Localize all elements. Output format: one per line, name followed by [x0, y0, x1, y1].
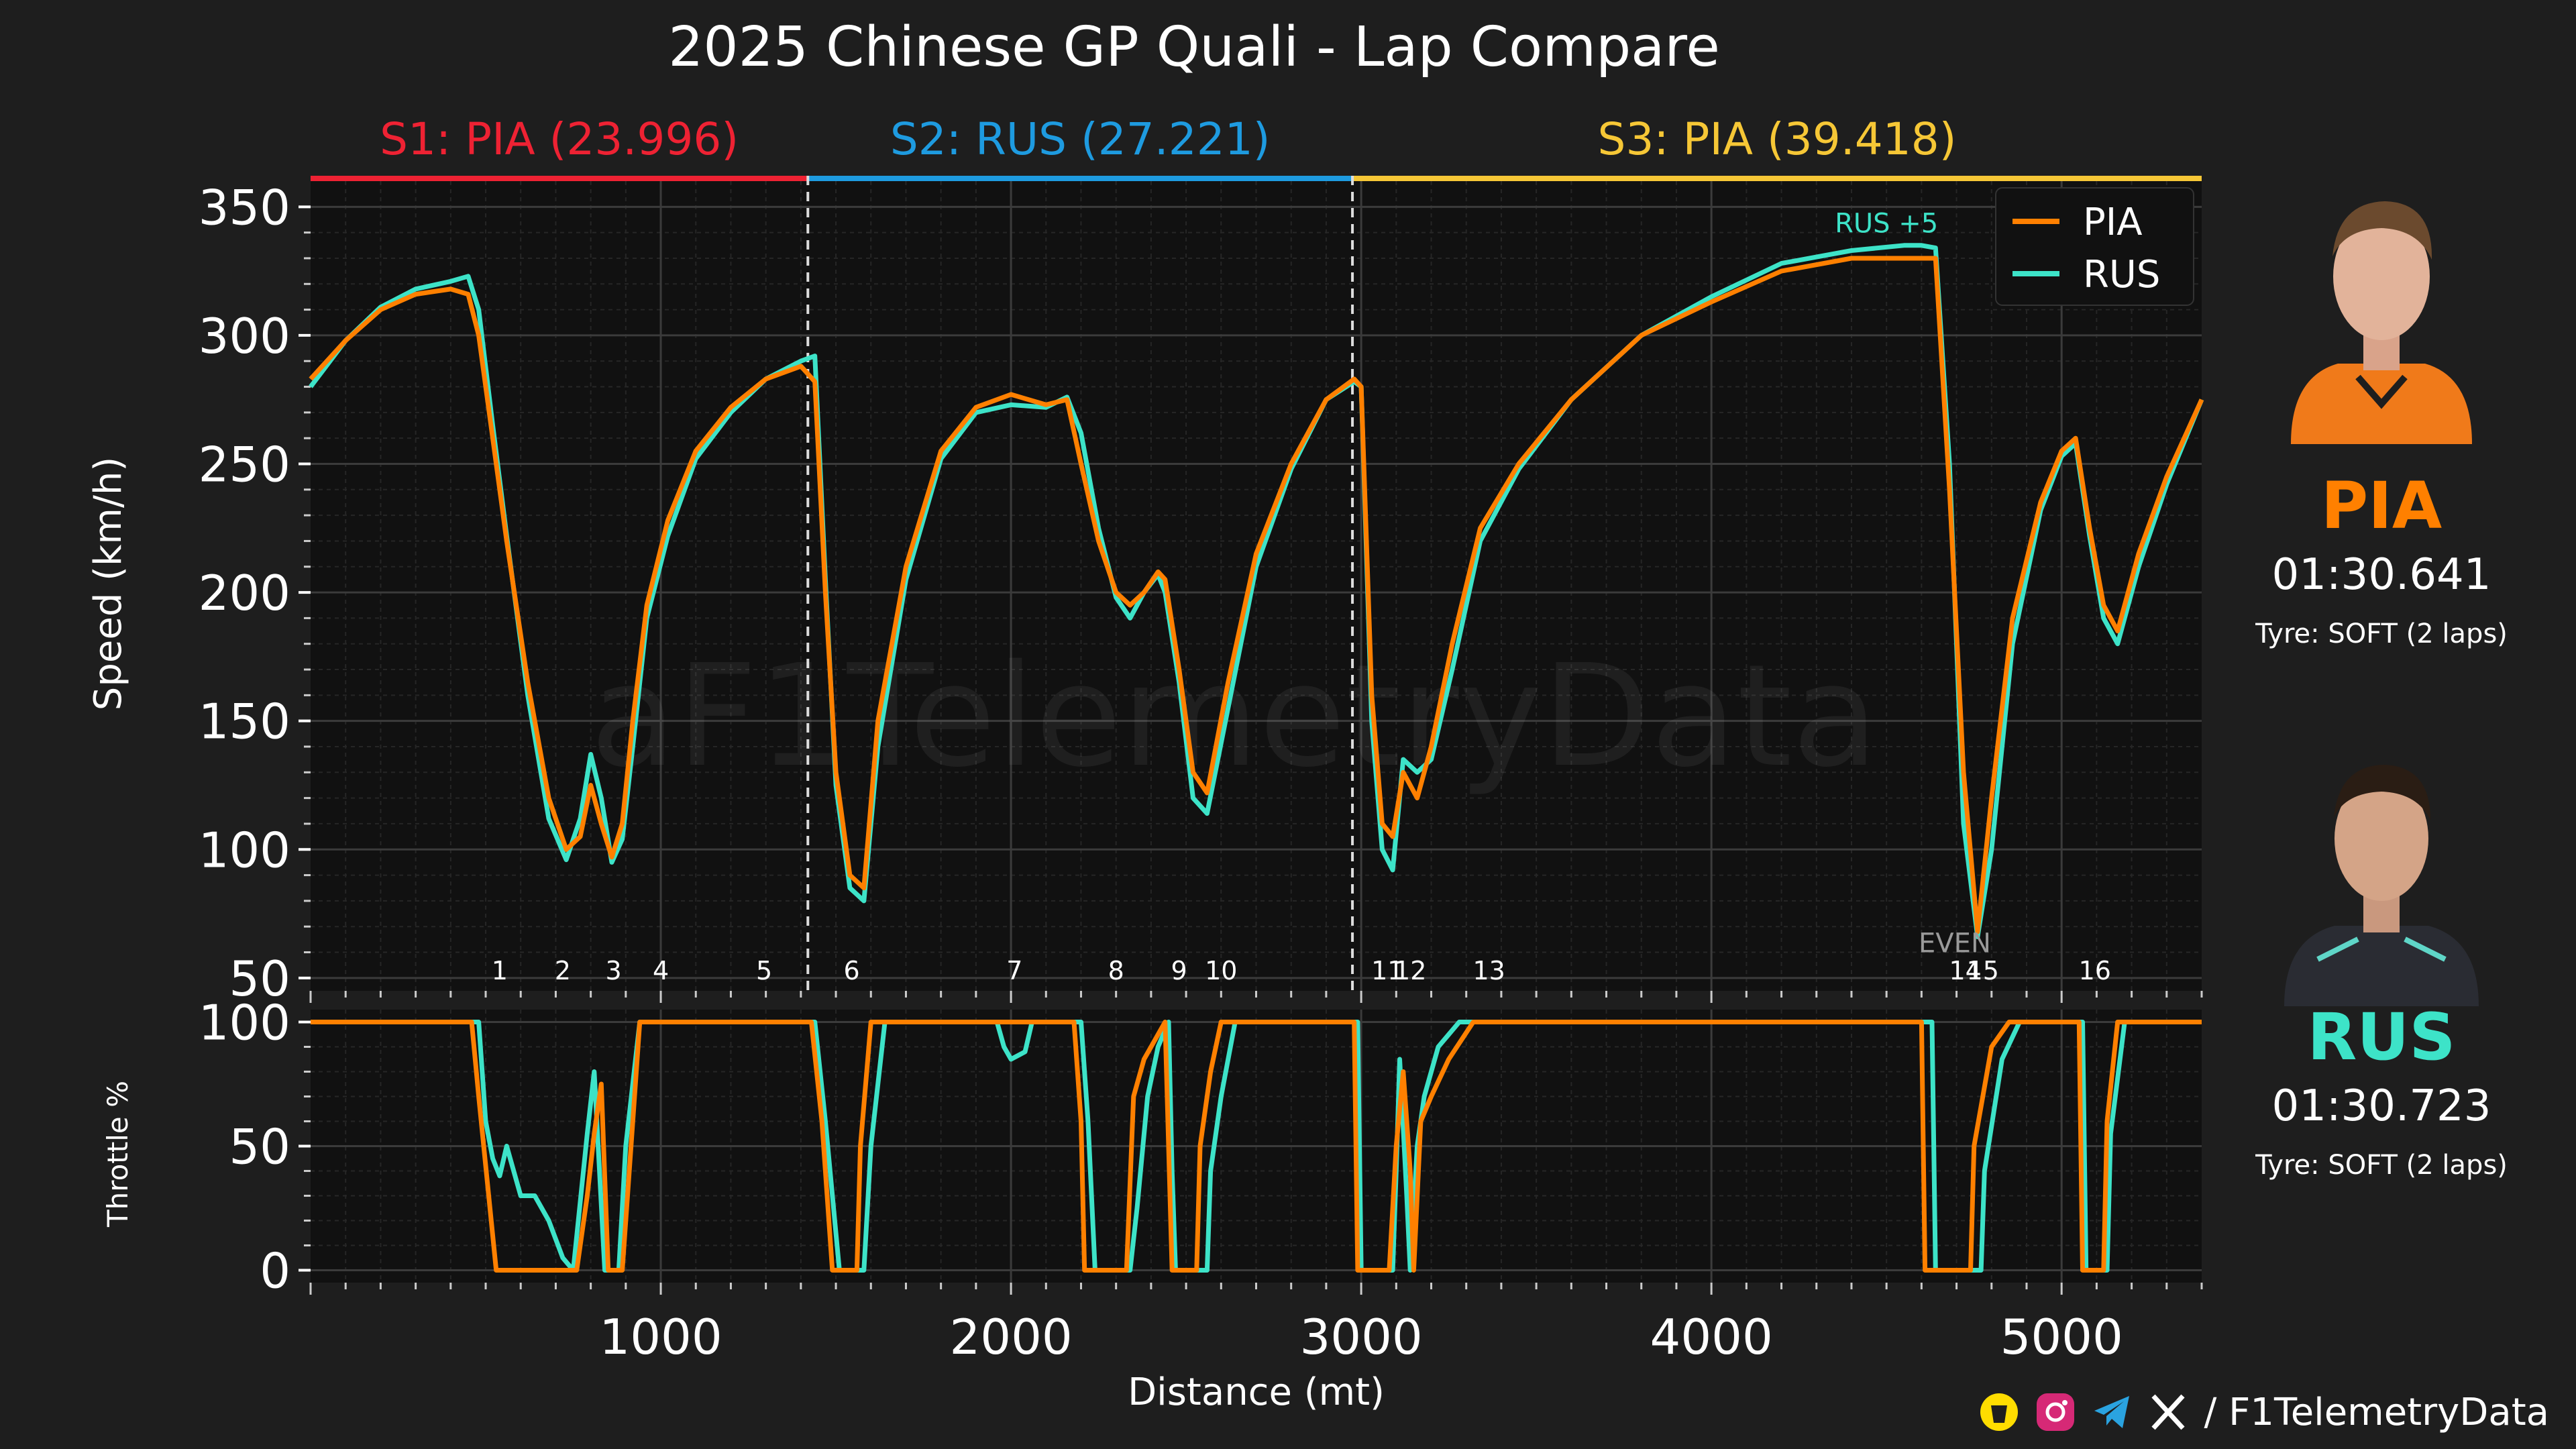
sector-bars: S1: PIA (23.996) S2: RUS (27.221) S3: PIA … [311, 113, 2202, 189]
sector-label-1: S1: PIA (23.996) [380, 113, 739, 165]
legend: PIA RUS [1995, 187, 2194, 306]
corner-label: 11 [1371, 956, 1403, 985]
x-icon[interactable] [2148, 1392, 2188, 1432]
driver-card-rus: RUS 01:30.723 Tyre: SOFT (2 laps) [2254, 738, 2509, 1181]
y-tick-label: 50 [229, 951, 290, 1007]
x-axis-label: Distance (mt) [1128, 1371, 1385, 1414]
x-tick-label: 1000 [599, 1309, 722, 1365]
corner-label: 3 [605, 956, 621, 985]
rus-portrait [2277, 738, 2485, 1006]
x-tick-label: 3000 [1299, 1309, 1422, 1365]
x-tick-label: 2000 [949, 1309, 1072, 1365]
corner-label: 6 [843, 956, 859, 985]
corner-label: 2 [555, 956, 571, 985]
legend-label-pia: PIA [2083, 201, 2143, 244]
corner-label: 4 [653, 956, 669, 985]
rus-time: 01:30.723 [2271, 1081, 2491, 1131]
throttle-y-label: Throttle % [101, 1081, 134, 1228]
series-line-pia [309, 256, 2204, 934]
pia-portrait [2277, 176, 2485, 444]
sector-label-3: S3: PIA (39.418) [1598, 113, 1957, 165]
pia-code: PIA [2320, 468, 2443, 543]
speed-y-label: Speed (km/h) [87, 457, 130, 710]
corner-label: 16 [2079, 956, 2111, 985]
corner-label: 14 [1949, 956, 1981, 985]
footer-handle: / F1TelemetryData [2204, 1390, 2550, 1434]
y-tick-label: 200 [199, 565, 290, 621]
coffee-icon[interactable] [1979, 1392, 2019, 1432]
chart-title: 2025 Chinese GP Quali - Lap Compare [668, 15, 1720, 79]
y-tick-label: 100 [199, 995, 290, 1051]
pia-tyre: Tyre: SOFT (2 laps) [2255, 619, 2508, 649]
y-tick-label: 350 [199, 179, 290, 235]
corner-label: 7 [1006, 956, 1022, 985]
rus-tyre: Tyre: SOFT (2 laps) [2255, 1150, 2508, 1181]
sector-label-2: S2: RUS (27.221) [890, 113, 1271, 165]
throttle-panel: 0 50 100 1000 2000 3000 4000 5000 Distance (mt) T… [101, 995, 2203, 1414]
y-tick-label: 250 [199, 436, 290, 492]
annotation-1: RUS +5 [1835, 209, 1938, 239]
instagram-icon[interactable] [2035, 1392, 2076, 1432]
y-tick-label: 150 [199, 694, 290, 750]
footer: / F1TelemetryData [1979, 1389, 2550, 1436]
corner-label: 13 [1472, 956, 1505, 985]
telegram-icon[interactable] [2092, 1392, 2132, 1432]
y-tick-label: 0 [260, 1243, 290, 1299]
corner-label: 10 [1205, 956, 1237, 985]
series-line-pia [311, 1020, 2202, 1273]
driver-card-pia: PIA 01:30.641 Tyre: SOFT (2 laps) [2254, 176, 2509, 649]
rus-code: RUS [2307, 1000, 2456, 1075]
corner-label: 8 [1108, 956, 1124, 985]
corner-label: 9 [1171, 956, 1187, 985]
y-tick-label: 300 [199, 308, 290, 364]
y-tick-label: 50 [229, 1119, 290, 1175]
corner-label: 5 [756, 956, 772, 985]
annotation-2: EVEN [1919, 928, 1991, 959]
x-tick-label: 4000 [1650, 1309, 1773, 1365]
corner-label: 1 [492, 956, 508, 985]
corner-label: 15 [1967, 956, 1999, 985]
corner-label: 12 [1394, 956, 1426, 985]
y-tick-label: 100 [199, 822, 290, 878]
x-tick-label: 5000 [2000, 1309, 2123, 1365]
legend-label-rus: RUS [2083, 253, 2160, 297]
pia-time: 01:30.641 [2271, 550, 2491, 600]
